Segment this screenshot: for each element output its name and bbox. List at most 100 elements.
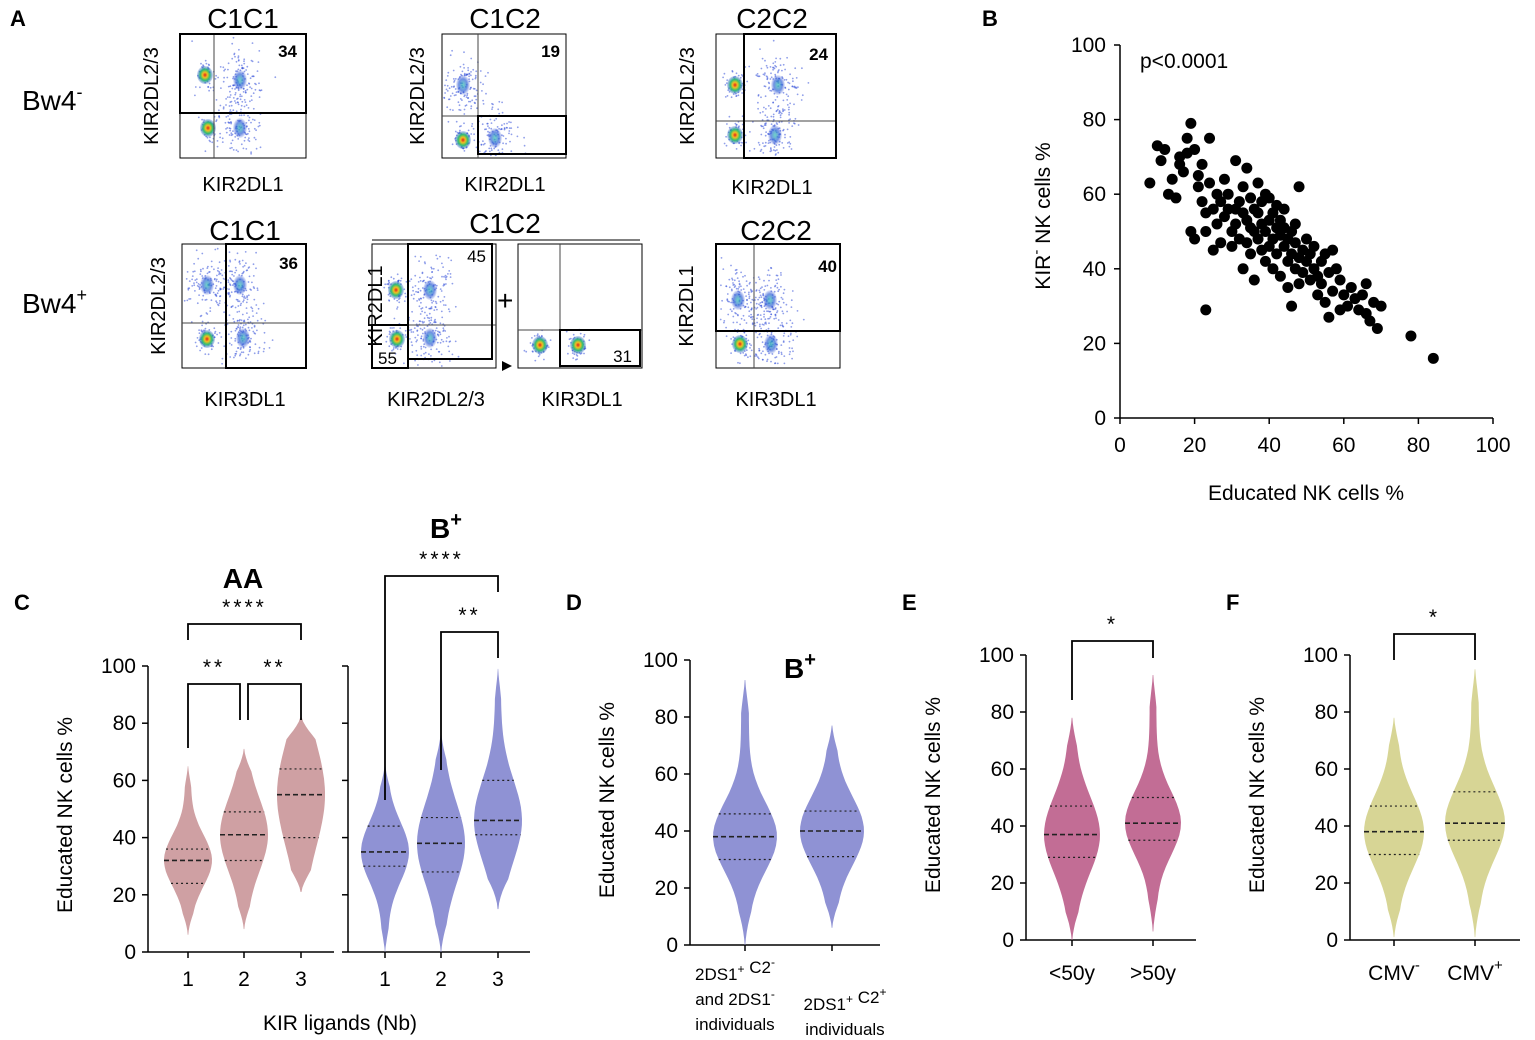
flow-event [186, 299, 189, 302]
flow-event [766, 310, 768, 313]
flow-event [236, 319, 239, 322]
flow-event [215, 74, 218, 77]
significance-bracket [247, 683, 302, 720]
flow-dense-population [732, 335, 748, 353]
flow-event [431, 276, 434, 278]
flow-event [753, 147, 756, 150]
flow-event [246, 84, 248, 87]
flow-event [253, 332, 256, 334]
flow-event [431, 360, 433, 363]
flow-event [248, 275, 251, 278]
flow-population [233, 118, 247, 138]
flow-event [463, 122, 465, 125]
flow-event [404, 329, 407, 332]
flow-event [250, 337, 252, 340]
significance-stars: ** [203, 656, 225, 679]
flow-event [257, 352, 260, 355]
flow-event [229, 147, 232, 150]
flow-event [788, 347, 791, 349]
flow-event [253, 324, 256, 327]
flow-event [419, 313, 422, 315]
flow-event [228, 105, 231, 107]
flow-event [234, 337, 237, 340]
flow-event [791, 77, 794, 80]
flow-event [475, 89, 478, 92]
flow-event [735, 287, 738, 290]
flow-population [423, 280, 437, 300]
flow-event [723, 142, 726, 145]
flow-event [206, 272, 209, 275]
flow-event [508, 130, 511, 132]
flow-event [460, 125, 462, 127]
significance-bracket [1071, 640, 1154, 700]
flow-event [455, 120, 458, 123]
flow-event [745, 141, 747, 144]
flow-event [802, 318, 805, 321]
flow-event [219, 281, 222, 284]
y-axis-title: Educated NK cells % [1246, 697, 1269, 893]
flow-event [215, 280, 218, 282]
flow-event [214, 277, 216, 280]
flow-event [227, 279, 230, 282]
flow-event [744, 134, 747, 137]
flow-event [430, 277, 433, 280]
flow-event [766, 358, 769, 361]
flow-dense-population [388, 281, 404, 299]
flow-event [409, 338, 411, 340]
flow-event [251, 307, 254, 310]
flow-event [216, 274, 218, 277]
flow-event [231, 139, 234, 142]
flow-event [247, 114, 249, 117]
flow-event [219, 288, 222, 291]
scatter-point [1259, 226, 1271, 237]
flow-event [234, 266, 237, 269]
gate-percentage: 55 [378, 349, 397, 368]
flow-event [762, 127, 765, 130]
flow-event [237, 103, 240, 106]
flow-event [543, 358, 545, 361]
flow-event [455, 91, 458, 93]
scatter-point [1278, 203, 1290, 215]
scatter-point [1245, 248, 1257, 260]
flow-event [779, 116, 782, 119]
flow-event [777, 327, 780, 329]
flow-event [218, 115, 221, 118]
flow-event [448, 341, 451, 343]
flow-event [720, 308, 722, 310]
scatter-point [1312, 289, 1324, 301]
flow-event [240, 104, 243, 107]
x-tick-label: 2DS1+ C2- [695, 955, 775, 984]
flow-event [759, 314, 762, 316]
flow-event [766, 78, 769, 81]
flow-event [398, 294, 400, 296]
flow-plot-title: C1C1 [209, 215, 281, 246]
flow-dense-population [197, 66, 213, 84]
flow-event [498, 127, 500, 130]
flow-event [414, 285, 417, 287]
flow-event [549, 339, 552, 341]
flow-event [231, 280, 234, 282]
y-tick-label: 0 [1326, 929, 1338, 952]
flow-event [419, 327, 422, 330]
flow-event [783, 109, 786, 111]
flow-event [232, 318, 235, 320]
flow-event [237, 305, 240, 307]
flow-event [505, 137, 507, 140]
scatter-point [1405, 330, 1417, 342]
flow-event [788, 122, 790, 124]
flow-cytometry-plots: 34C1C1KIR2DL2/3KIR2DL119C1C2KIR2DL2/3KIR… [141, 3, 841, 411]
flow-event [734, 273, 737, 275]
flow-event [214, 287, 217, 290]
flow-event [466, 94, 468, 97]
flow-event [779, 114, 782, 117]
flow-dense-population [389, 330, 405, 348]
flow-event [213, 327, 216, 330]
flow-event [217, 267, 220, 269]
flow-event [449, 95, 452, 97]
violin-chart-e: 0 20 40 60 80 100 <50y >50y * Educated NK cells % [922, 613, 1196, 985]
flow-event [414, 336, 417, 339]
flow-event [801, 94, 804, 97]
flow-event [470, 57, 473, 60]
significance-bracket [384, 575, 499, 800]
